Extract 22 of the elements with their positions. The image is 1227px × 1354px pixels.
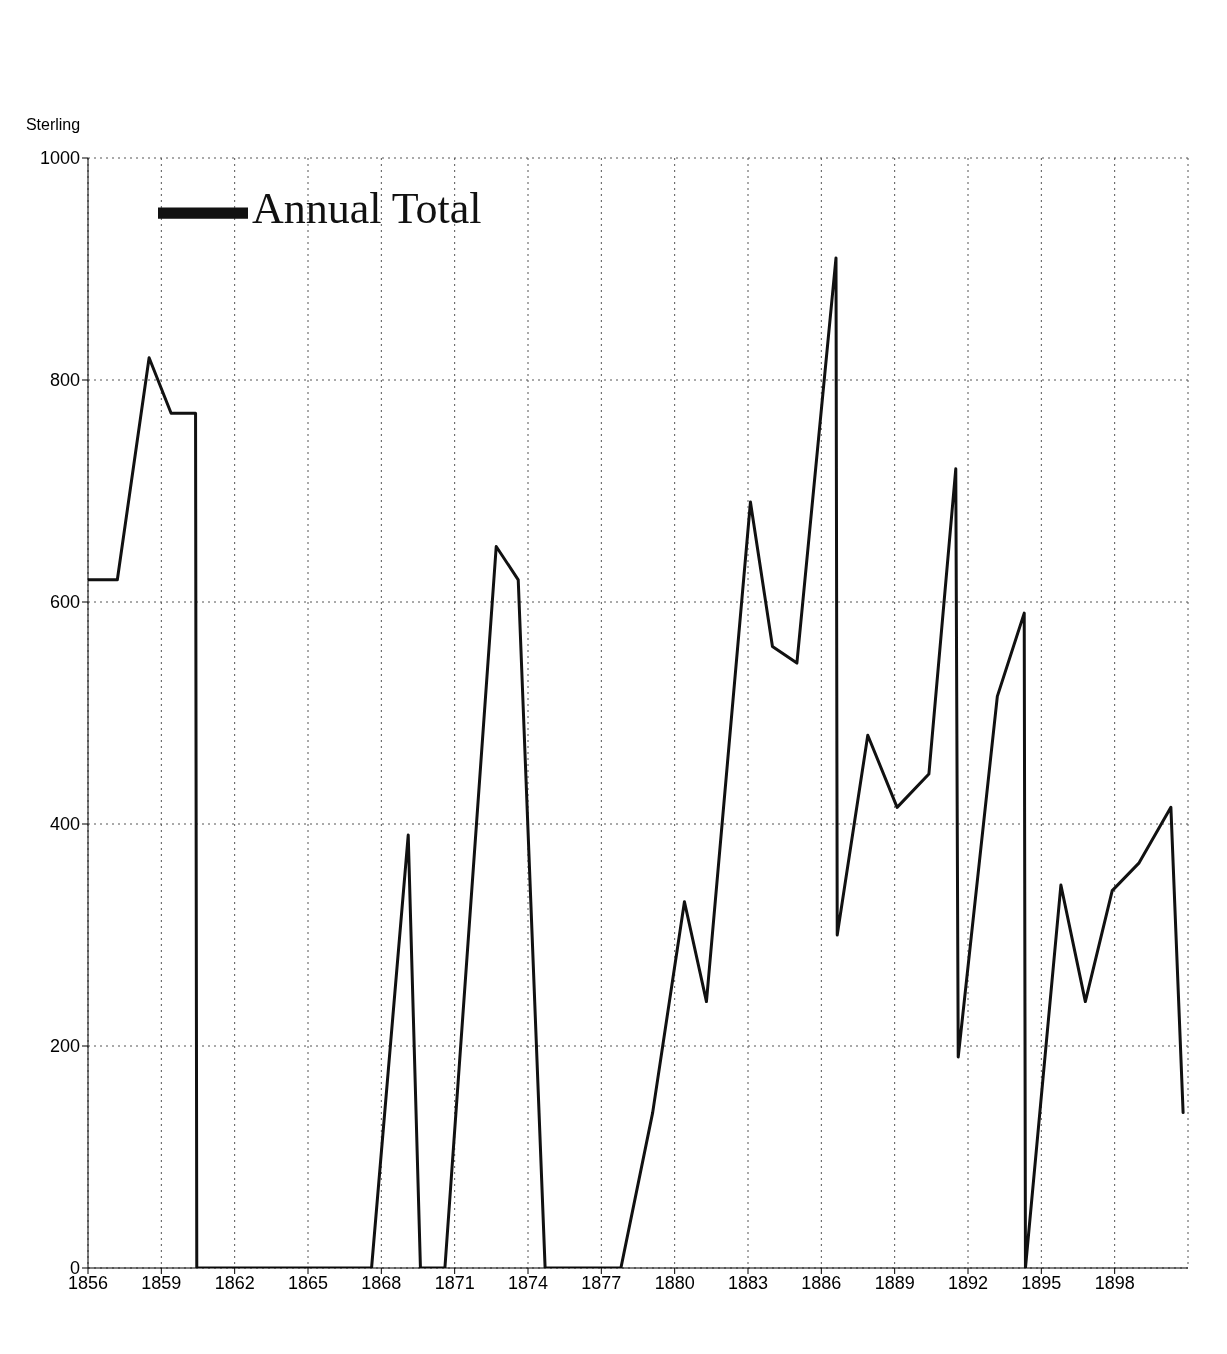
- x-tick-label: 1862: [214, 1272, 255, 1293]
- y-tick-label: 400: [49, 814, 80, 835]
- line-series: [88, 256, 1185, 1268]
- x-tick-label: 1880: [654, 1272, 695, 1293]
- legend-label: Annual Total: [252, 184, 482, 234]
- x-tick-label: 1871: [434, 1272, 475, 1293]
- x-tick-label: 1898: [1094, 1272, 1135, 1293]
- x-tick-label: 1883: [727, 1272, 769, 1293]
- y-tick-label: 1000: [39, 148, 80, 169]
- x-tick-label: 1889: [874, 1272, 915, 1293]
- x-tick-label: 1865: [287, 1272, 329, 1293]
- y-tick-label: 800: [49, 370, 80, 391]
- x-tick-label: 1859: [141, 1272, 182, 1293]
- x-tick-label: 1877: [581, 1272, 622, 1293]
- y-tick-label: 200: [49, 1036, 80, 1057]
- y-tick-label: 600: [49, 592, 80, 613]
- x-tick-label: 1892: [947, 1272, 989, 1293]
- x-tick-label: 1874: [507, 1272, 549, 1293]
- x-tick-label: 1886: [801, 1272, 842, 1293]
- y-axis-title: Sterling: [25, 116, 81, 133]
- x-tick-label: 1895: [1021, 1272, 1062, 1293]
- x-tick-label: 1868: [361, 1272, 402, 1293]
